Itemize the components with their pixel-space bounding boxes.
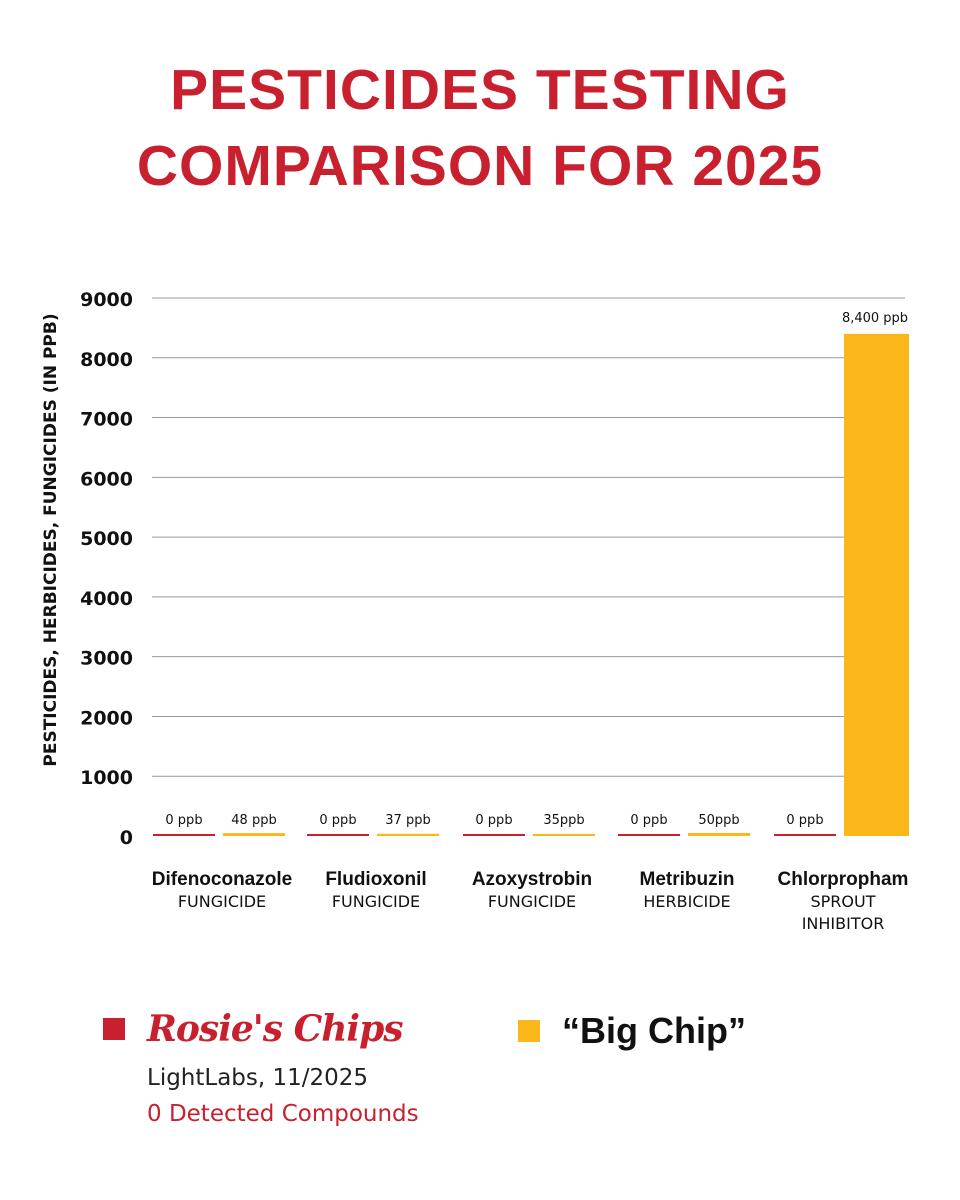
x-tick-sublabel: SPROUT <box>811 892 876 911</box>
bar-chart: 0 1000 2000 3000 4000 5000 6000 7000 8000 9000 PES… <box>41 289 909 933</box>
y-tick-label: 2000 <box>80 707 133 729</box>
legend-label-big-chip: “Big Chip” <box>562 1010 746 1051</box>
x-tick-sublabel: FUNGICIDE <box>178 892 266 911</box>
bar-big-chip <box>377 833 439 836</box>
y-tick-label: 9000 <box>80 289 133 311</box>
bar-rosies-chips <box>618 834 680 836</box>
y-tick-label: 1000 <box>80 767 133 789</box>
bar-big-chip <box>223 833 285 836</box>
x-tick-sublabel: FUNGICIDE <box>488 892 576 911</box>
legend-source-text: LightLabs, 11/2025 <box>147 1065 369 1091</box>
legend-item-rosies-chips: Rosie's Chips <box>103 1008 404 1050</box>
bar-big-chip <box>688 833 750 836</box>
bar-big-chip <box>533 833 595 836</box>
data-label: 37 ppb <box>385 813 430 828</box>
y-tick-label: 4000 <box>80 588 133 610</box>
data-label: 0 ppb <box>165 813 202 828</box>
y-tick-label: 0 <box>120 827 133 849</box>
x-tick-label: Chlorpropham <box>778 869 909 890</box>
legend-swatch-big-chip <box>518 1020 540 1042</box>
chart-title-text: PESTICIDES TESTING COMPARISON FOR 2025 <box>136 58 824 198</box>
x-tick-sublabel: HERBICIDE <box>643 892 730 911</box>
data-label: 0 ppb <box>475 813 512 828</box>
bar-rosies-chips <box>774 834 836 836</box>
data-label: 0 ppb <box>319 813 356 828</box>
x-tick-label: Metribuzin <box>640 869 735 890</box>
x-tick-sublabel: FUNGICIDE <box>332 892 420 911</box>
x-tick-label: Difenoconazole <box>152 869 292 890</box>
bar-big-chip <box>844 333 909 836</box>
chart-title: PESTICIDES TESTING COMPARISON FOR 2025 <box>0 52 960 204</box>
legend-note-text: 0 Detected Compounds <box>147 1101 419 1127</box>
data-label: 35ppb <box>543 813 584 828</box>
legend-item-big-chip: “Big Chip” <box>518 1010 746 1052</box>
data-label: 48 ppb <box>231 813 276 828</box>
y-tick-label: 3000 <box>80 648 133 670</box>
y-tick-label: 8000 <box>80 349 133 371</box>
y-tick-label: 6000 <box>80 468 133 490</box>
y-tick-label: 5000 <box>80 528 133 550</box>
x-tick-label: Azoxystrobin <box>472 869 592 890</box>
data-label: 50ppb <box>698 813 739 828</box>
x-tick-label: Fludioxonil <box>325 869 426 890</box>
bar-rosies-chips <box>153 834 215 836</box>
x-tick-sublabel: INHIBITOR <box>802 914 885 933</box>
legend-label-rosies-chips: Rosie's Chips <box>147 1008 404 1050</box>
bar-rosies-chips <box>307 834 369 836</box>
data-label: 0 ppb <box>630 813 667 828</box>
data-label: 0 ppb <box>786 813 823 828</box>
bar-rosies-chips <box>463 834 525 836</box>
y-axis-label: PESTICIDES, HERBICIDES, FUNGICIDES (IN P… <box>41 313 61 766</box>
y-tick-label: 7000 <box>80 409 133 431</box>
legend-swatch-rosies-chips <box>103 1018 125 1040</box>
data-label: 8,400 ppb <box>842 311 908 326</box>
